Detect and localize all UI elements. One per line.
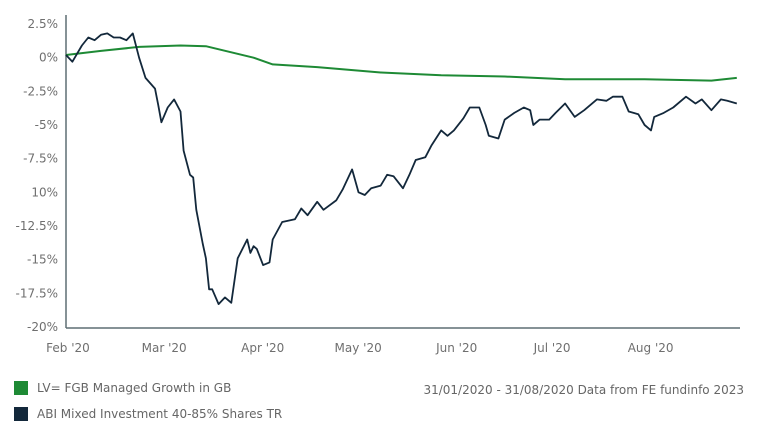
y-tick-label: -5%	[35, 118, 58, 132]
x-tick-label: Jul '20	[533, 341, 571, 355]
legend-swatch-green	[14, 381, 28, 395]
series-line-abi-mixed	[65, 32, 738, 306]
x-tick-label: Apr '20	[241, 341, 284, 355]
line-chart: 2.5% 0% -2.5% -5% -7.5% 10% -12.5% -15% -17.5% -2…	[16, 15, 740, 355]
legend-label: ABI Mixed Investment 40-85% Shares TR	[37, 407, 283, 421]
legend-label: LV= FGB Managed Growth in GB	[37, 381, 232, 395]
y-tick-label: -12.5%	[16, 219, 58, 233]
y-tick-label: 2.5%	[28, 17, 59, 31]
x-tick-label: Feb '20	[46, 341, 90, 355]
y-tick-label: -17.5%	[16, 286, 58, 300]
x-tick-label: May '20	[335, 341, 382, 355]
y-tick-label: -20%	[27, 320, 58, 334]
y-tick-label: -2.5%	[23, 84, 58, 98]
source-note: 31/01/2020 - 31/08/2020 Data from FE fun…	[423, 383, 744, 397]
y-tick-label: 0%	[39, 51, 58, 65]
x-tick-label: Jun '20	[435, 341, 477, 355]
x-tick-label: Mar '20	[142, 341, 187, 355]
legend-swatch-navy	[14, 407, 28, 421]
y-tick-label: 10%	[31, 185, 58, 199]
y-tick-label: -15%	[27, 253, 58, 267]
x-tick-label: Aug '20	[628, 341, 674, 355]
y-tick-label: -7.5%	[23, 152, 58, 166]
legend-item-abi-mixed: ABI Mixed Investment 40-85% Shares TR	[14, 407, 282, 421]
legend-item-lv-fgb: LV= FGB Managed Growth in GB	[14, 381, 231, 395]
series-line-lv-fgb	[65, 44, 737, 82]
